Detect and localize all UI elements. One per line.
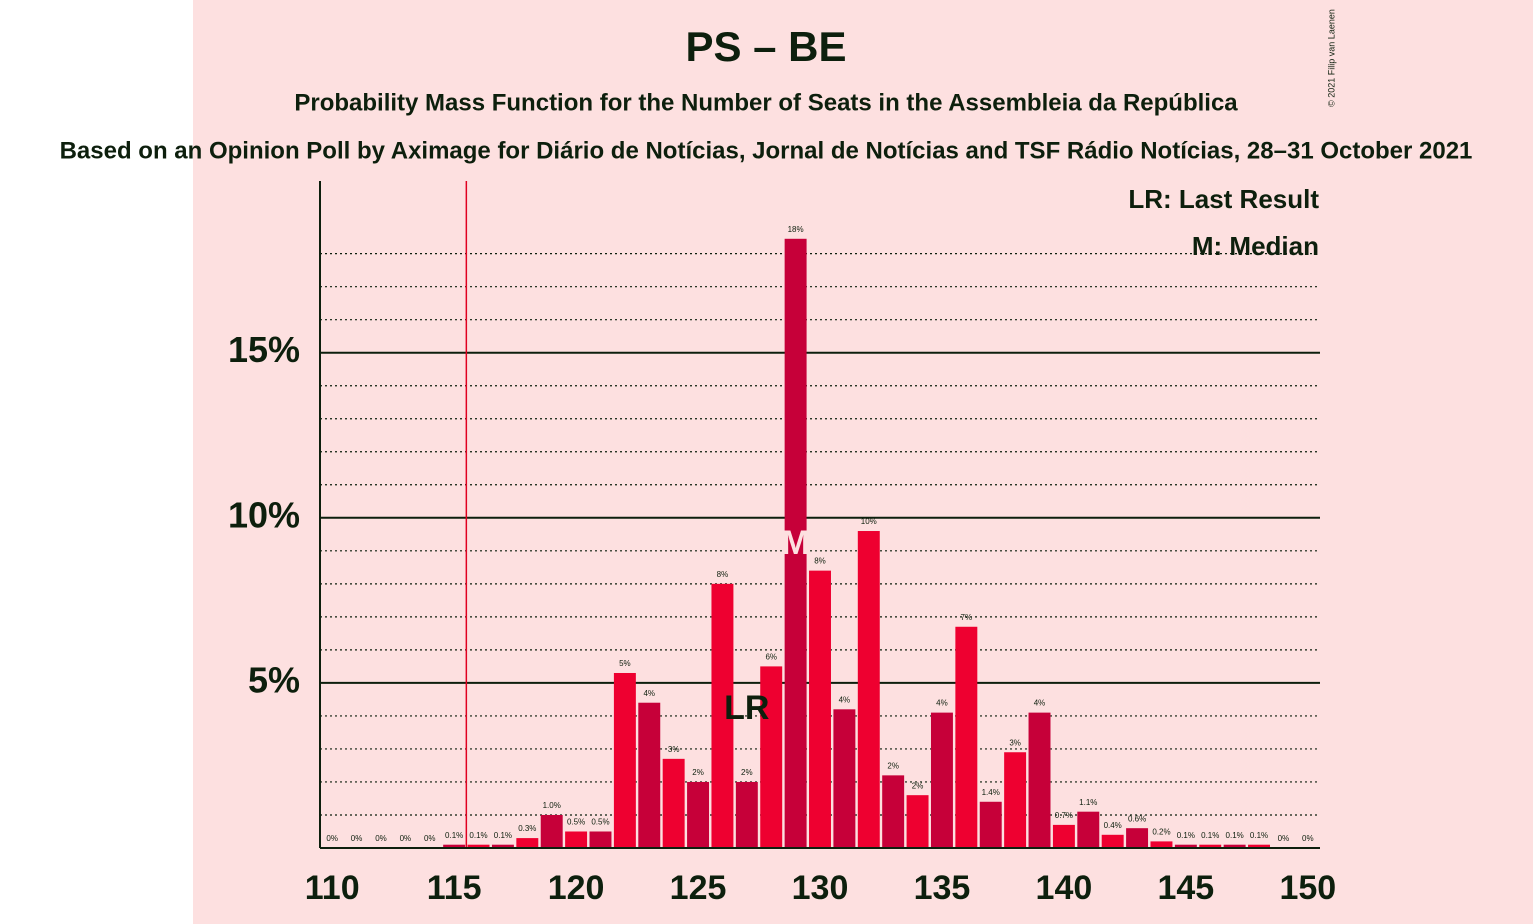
legend-entry: LR: Last Result: [1128, 184, 1319, 214]
bar: [930, 712, 953, 848]
value-label: 1.4%: [982, 788, 1000, 797]
bar: [491, 844, 514, 848]
bar: [662, 758, 685, 848]
value-label: 0.1%: [1250, 831, 1268, 840]
x-tick-label: 120: [548, 869, 605, 907]
value-label: 0%: [1278, 834, 1290, 843]
value-label: 0.1%: [469, 831, 487, 840]
x-tick-label: 115: [427, 869, 482, 907]
value-label: 2%: [912, 781, 924, 790]
value-label: 2%: [887, 761, 899, 770]
value-label: 0.1%: [494, 831, 512, 840]
value-label: 0%: [1302, 834, 1314, 843]
value-label: 0.6%: [1128, 814, 1146, 823]
bar: [1248, 844, 1270, 848]
bar: [638, 702, 661, 848]
bar: [809, 570, 831, 848]
caption: Based on an Opinion Poll by Aximage for …: [60, 137, 1473, 164]
bar: [1101, 834, 1124, 848]
bar: [1174, 844, 1197, 848]
value-label: 0%: [424, 834, 436, 843]
value-label: 3%: [1009, 738, 1021, 747]
x-tick-label: 130: [792, 869, 849, 907]
bar: [735, 781, 758, 848]
value-label: 0.1%: [1177, 831, 1195, 840]
x-tick-label: 145: [1157, 869, 1214, 907]
bar: [613, 672, 636, 848]
bar: [833, 709, 856, 848]
bar: [857, 531, 880, 848]
bar: [589, 831, 612, 848]
x-tick-label: 110: [305, 869, 360, 907]
bar: [1126, 828, 1149, 848]
bar: [516, 838, 539, 848]
x-tick-label: 125: [670, 869, 727, 907]
bar: [443, 844, 466, 848]
value-label: 0.5%: [591, 818, 609, 827]
value-label: 10%: [861, 517, 877, 526]
value-label: 4%: [936, 699, 948, 708]
value-label: 0.3%: [518, 824, 536, 833]
bar: [784, 238, 807, 848]
value-label: 3%: [668, 745, 680, 754]
value-label: 1.1%: [1079, 798, 1097, 807]
value-label: 0%: [351, 834, 363, 843]
value-label: 0.7%: [1055, 811, 1073, 820]
bar: [540, 814, 563, 848]
bar: [1077, 811, 1100, 848]
value-label: 5%: [619, 659, 631, 668]
last-result-marker: LR: [724, 689, 769, 727]
value-label: 0.4%: [1104, 821, 1122, 830]
value-label: 2%: [692, 768, 704, 777]
bar: [1028, 712, 1051, 848]
value-label: 0.1%: [1201, 831, 1219, 840]
value-label: 2%: [741, 768, 753, 777]
value-label: 8%: [814, 557, 826, 566]
bar: [1004, 752, 1027, 848]
value-label: 4%: [643, 689, 655, 698]
bar: [1052, 824, 1075, 848]
bar: [711, 583, 734, 848]
value-label: 0.5%: [567, 818, 585, 827]
value-label: 18%: [788, 225, 804, 234]
subtitle: Probability Mass Function for the Number…: [294, 89, 1238, 116]
bar: [906, 795, 929, 848]
bar: [882, 775, 905, 848]
value-label: 4%: [839, 695, 851, 704]
legend-entry: M: Median: [1192, 231, 1319, 261]
chart-title: PS – BE: [685, 23, 846, 70]
bar: [1199, 844, 1222, 848]
value-label: 0.1%: [445, 831, 463, 840]
bar: [1150, 841, 1173, 848]
bar: [760, 666, 783, 848]
value-label: 0.2%: [1152, 828, 1170, 837]
bar: [1223, 844, 1246, 848]
bar: [467, 844, 490, 848]
value-label: 4%: [1034, 699, 1046, 708]
value-label: 0%: [326, 834, 338, 843]
value-label: 0%: [375, 834, 387, 843]
bar: [687, 781, 710, 848]
value-label: 8%: [717, 570, 729, 579]
y-tick-label: 10%: [228, 494, 300, 535]
bar: [955, 626, 978, 848]
y-tick-label: 5%: [248, 659, 300, 700]
value-label: 6%: [765, 653, 777, 662]
y-tick-label: 15%: [228, 329, 300, 370]
value-label: 7%: [961, 613, 973, 622]
bar: [565, 831, 588, 848]
copyright: © 2021 Filip van Laenen: [1326, 9, 1336, 107]
x-tick-label: 140: [1036, 869, 1093, 907]
bar: [979, 801, 1002, 848]
value-label: 0.1%: [1226, 831, 1244, 840]
value-label: 0%: [400, 834, 412, 843]
median-marker: M: [781, 524, 809, 562]
value-label: 1.0%: [543, 801, 561, 810]
x-tick-label: 150: [1279, 869, 1336, 907]
x-tick-label: 135: [914, 869, 971, 907]
